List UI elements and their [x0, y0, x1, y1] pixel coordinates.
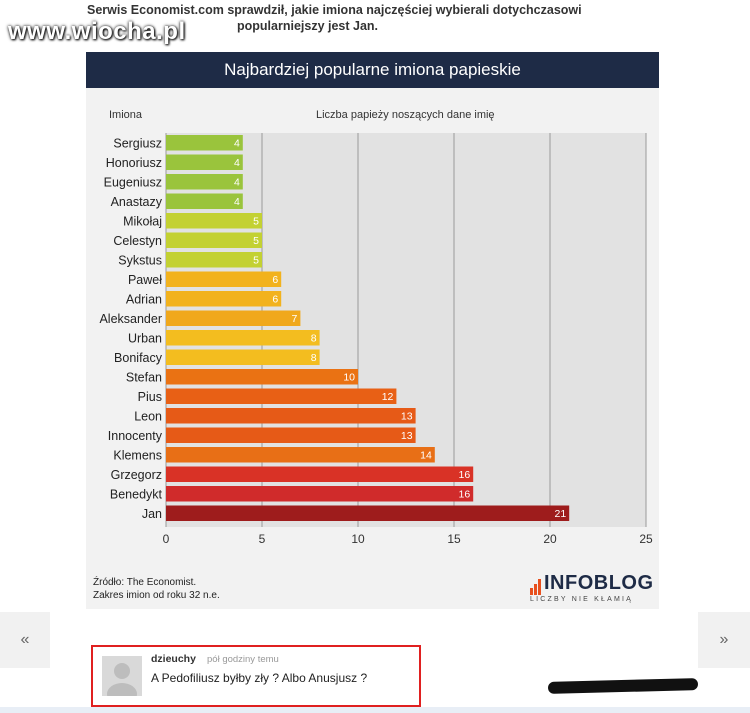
chart-panel: Najbardziej popularne imiona papieskie I…	[86, 52, 659, 609]
bar	[166, 388, 397, 404]
data-label: 6	[272, 274, 278, 286]
bar	[166, 213, 262, 229]
category-label: Celestyn	[113, 234, 162, 248]
category-label: Adrian	[126, 293, 162, 307]
bar	[166, 154, 243, 170]
category-label: Sykstus	[118, 254, 162, 268]
intro-text: Serwis Economist.com sprawdził, jakie im…	[87, 2, 647, 34]
bar	[166, 252, 262, 268]
value-header: Liczba papieży noszących dane imię	[316, 109, 495, 121]
bar	[166, 349, 320, 365]
logo-text: INFOBLOG	[544, 572, 654, 594]
bar	[166, 486, 474, 502]
data-label: 5	[253, 235, 259, 247]
chart-source: Źródło: The Economist. Zakres imion od r…	[93, 576, 220, 602]
bar	[166, 193, 243, 209]
category-label: Pius	[138, 390, 162, 404]
category-label: Mikołaj	[123, 215, 162, 229]
comment-username[interactable]: dzieuchy	[151, 653, 196, 665]
category-label: Klemens	[113, 449, 162, 463]
data-label: 13	[401, 411, 413, 423]
x-tick-label: 15	[447, 532, 461, 546]
bottom-bar	[0, 707, 750, 713]
bar	[166, 310, 301, 326]
source-line-2: Zakres imion od roku 32 n.e.	[93, 590, 220, 601]
bar	[166, 271, 282, 287]
avatar[interactable]	[102, 656, 142, 696]
category-label: Stefan	[126, 371, 162, 385]
data-label: 4	[234, 196, 240, 208]
data-label: 21	[555, 508, 567, 520]
data-label: 5	[253, 255, 259, 267]
category-label: Eugeniusz	[104, 176, 162, 190]
category-label: Benedykt	[110, 488, 163, 502]
bar	[166, 505, 570, 521]
bar	[166, 369, 358, 385]
category-label: Urban	[128, 332, 162, 346]
intro-line-2: popularniejszy jest Jan.	[237, 19, 379, 33]
category-label: Bonifacy	[114, 351, 163, 365]
x-tick-label: 20	[543, 532, 557, 546]
data-label: 4	[234, 157, 240, 169]
category-label: Aleksander	[99, 312, 162, 326]
source-line-1: Źródło: The Economist.	[93, 577, 197, 588]
x-tick-label: 0	[163, 532, 170, 546]
data-label: 8	[311, 333, 317, 345]
bar-chart: 0 5 10 15 20 25 Sergiusz 4 Honoriusz 4 Eugeniusz 4 A…	[99, 133, 653, 546]
bar	[166, 232, 262, 248]
next-arrow-icon: »	[719, 631, 729, 648]
prev-arrow-icon: «	[20, 631, 30, 648]
data-label: 16	[459, 489, 471, 501]
data-label: 6	[272, 294, 278, 306]
data-label: 14	[420, 450, 432, 462]
bar	[166, 174, 243, 190]
x-tick-label: 25	[639, 532, 653, 546]
data-label: 4	[234, 177, 240, 189]
data-label: 4	[234, 138, 240, 150]
data-label: 8	[311, 352, 317, 364]
bar	[166, 291, 282, 307]
category-label: Grzegorz	[111, 468, 162, 482]
category-header: Imiona	[109, 109, 143, 121]
category-label: Innocenty	[108, 429, 163, 443]
data-label: 5	[253, 216, 259, 228]
comment-box: dzieuchy pół godziny temu A Pedofiliusz …	[91, 645, 421, 707]
logo-bars-icon	[530, 579, 541, 595]
user-silhouette-icon	[107, 663, 137, 696]
data-label: 16	[459, 469, 471, 481]
x-tick-label: 10	[351, 532, 365, 546]
bar	[166, 466, 474, 482]
intro-line-1: Serwis Economist.com sprawdził, jakie im…	[87, 3, 582, 17]
x-tick-label: 5	[259, 532, 266, 546]
category-label: Anastazy	[111, 195, 163, 209]
comment-timestamp: pół godziny temu	[207, 654, 279, 665]
bar	[166, 447, 435, 463]
comment-text: A Pedofiliusz byłby zły ? Albo Anusjusz …	[151, 671, 368, 685]
category-label: Sergiusz	[113, 137, 162, 151]
redacted-scribble	[547, 678, 699, 694]
chart-title: Najbardziej popularne imiona papieskie	[86, 52, 659, 88]
prev-button[interactable]: «	[0, 612, 50, 668]
bar	[166, 408, 416, 424]
bar	[166, 427, 416, 443]
site-watermark: www.wiocha.pl	[8, 18, 186, 45]
bar	[166, 135, 243, 151]
logo-tagline: LICZBY NIE KŁAMIĄ	[530, 596, 634, 603]
data-label: 12	[382, 391, 394, 403]
category-label: Honoriusz	[106, 156, 162, 170]
bar	[166, 330, 320, 346]
category-label: Paweł	[128, 273, 162, 287]
category-label: Leon	[134, 410, 162, 424]
data-label: 10	[343, 372, 355, 384]
data-label: 7	[292, 313, 298, 325]
infoblog-logo: INFOBLOG LICZBY NIE KŁAMIĄ	[530, 572, 654, 603]
next-button[interactable]: »	[698, 612, 750, 668]
data-label: 13	[401, 430, 413, 442]
category-label: Jan	[142, 507, 162, 521]
